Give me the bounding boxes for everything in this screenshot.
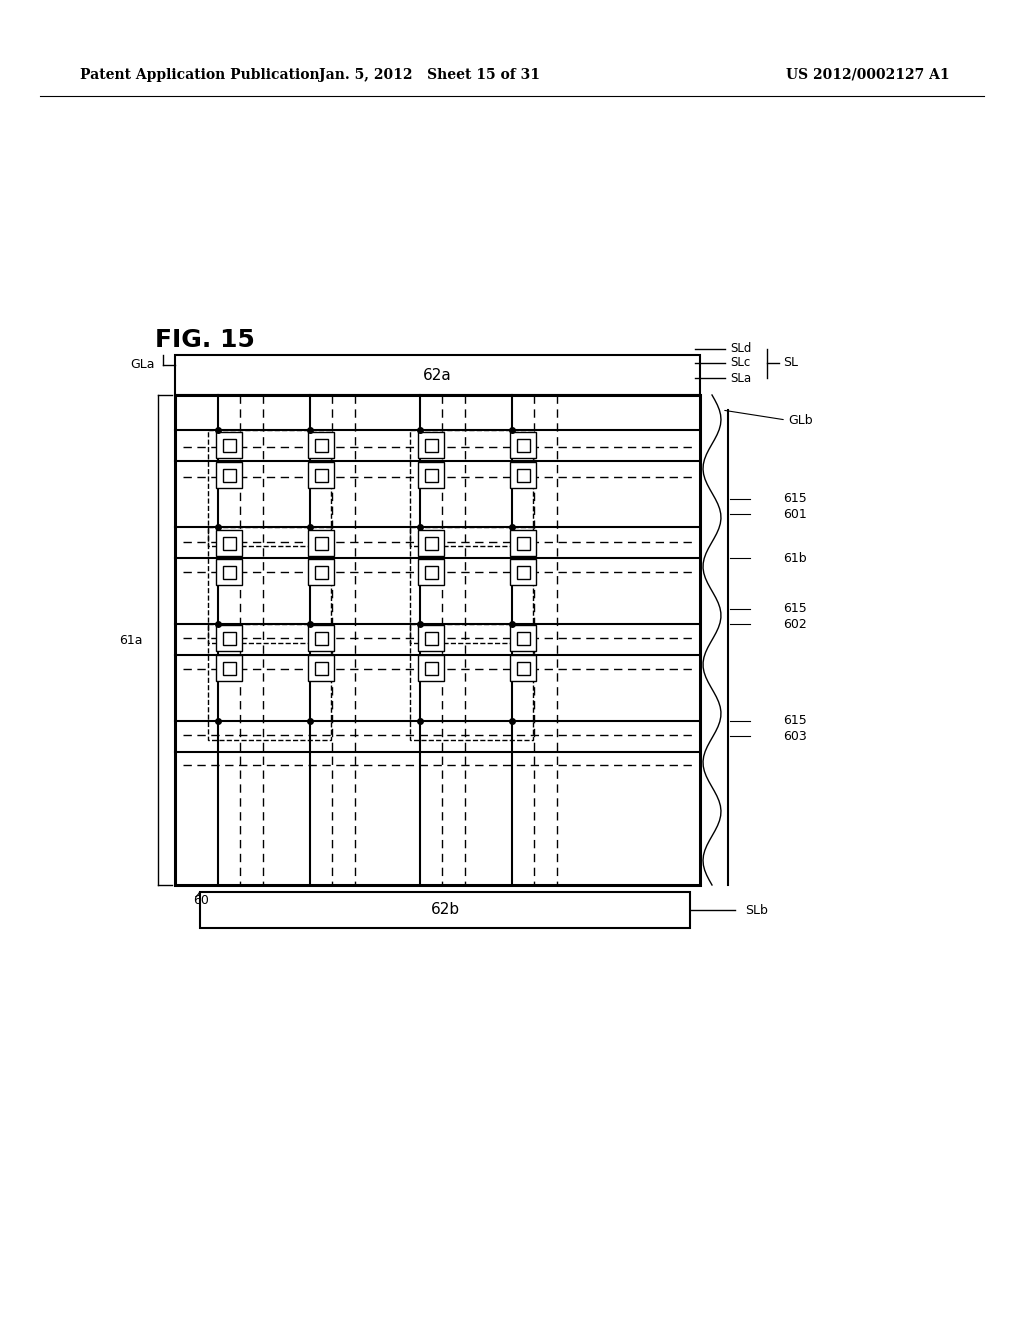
Text: Patent Application Publication: Patent Application Publication <box>80 69 319 82</box>
Bar <box>222 661 236 675</box>
Bar <box>175 395 700 884</box>
Bar <box>314 469 328 482</box>
Bar <box>510 432 536 458</box>
Bar <box>308 624 334 651</box>
Bar <box>418 558 444 585</box>
Text: FIG. 15: FIG. 15 <box>155 327 255 352</box>
Text: SL: SL <box>783 356 798 370</box>
Text: GLb: GLb <box>788 413 813 426</box>
Bar <box>510 531 536 556</box>
Bar <box>510 462 536 488</box>
Bar <box>314 438 328 451</box>
Text: 615: 615 <box>783 602 807 615</box>
Bar <box>516 631 529 644</box>
Text: 601: 601 <box>783 507 807 520</box>
Bar <box>208 624 331 741</box>
Bar <box>516 469 529 482</box>
Bar <box>208 430 331 546</box>
Text: 62a: 62a <box>423 367 452 383</box>
Bar <box>222 469 236 482</box>
Text: 62b: 62b <box>430 903 460 917</box>
Bar <box>425 631 437 644</box>
Bar <box>314 536 328 549</box>
Text: 603: 603 <box>783 730 807 742</box>
Bar <box>425 438 437 451</box>
Bar <box>216 462 242 488</box>
Bar <box>516 536 529 549</box>
Bar <box>516 565 529 578</box>
Text: SLc: SLc <box>730 356 751 370</box>
Bar <box>425 565 437 578</box>
Bar <box>216 624 242 651</box>
Text: 615: 615 <box>783 714 807 727</box>
Bar <box>314 661 328 675</box>
Bar <box>516 438 529 451</box>
Bar <box>308 432 334 458</box>
Bar <box>222 565 236 578</box>
Bar <box>208 527 331 643</box>
Text: 615: 615 <box>783 492 807 506</box>
Bar <box>516 661 529 675</box>
Bar <box>308 558 334 585</box>
Bar <box>418 531 444 556</box>
Bar <box>216 432 242 458</box>
Bar <box>510 624 536 651</box>
Bar <box>216 558 242 585</box>
Text: SLd: SLd <box>730 342 752 355</box>
Bar <box>175 355 700 395</box>
Text: SLb: SLb <box>745 903 768 916</box>
Bar <box>510 558 536 585</box>
Text: 61b: 61b <box>783 552 807 565</box>
Text: 602: 602 <box>783 618 807 631</box>
Bar <box>425 661 437 675</box>
Bar <box>510 655 536 681</box>
Bar <box>410 527 534 643</box>
Bar <box>222 536 236 549</box>
Text: 60: 60 <box>193 894 209 907</box>
Bar <box>314 565 328 578</box>
Bar <box>425 469 437 482</box>
Bar <box>418 655 444 681</box>
Text: Jan. 5, 2012   Sheet 15 of 31: Jan. 5, 2012 Sheet 15 of 31 <box>319 69 541 82</box>
Bar <box>222 438 236 451</box>
Bar <box>410 624 534 741</box>
Bar <box>425 536 437 549</box>
Text: US 2012/0002127 A1: US 2012/0002127 A1 <box>786 69 950 82</box>
Text: GLa: GLa <box>130 359 155 371</box>
Text: SLa: SLa <box>730 371 752 384</box>
Bar <box>308 655 334 681</box>
Bar <box>222 631 236 644</box>
Bar <box>200 892 690 928</box>
Bar <box>410 430 534 546</box>
Bar <box>308 462 334 488</box>
Bar <box>418 462 444 488</box>
Bar <box>308 531 334 556</box>
Bar <box>418 624 444 651</box>
Bar <box>418 432 444 458</box>
Text: 61a: 61a <box>120 634 143 647</box>
Bar <box>216 531 242 556</box>
Bar <box>314 631 328 644</box>
Bar <box>216 655 242 681</box>
